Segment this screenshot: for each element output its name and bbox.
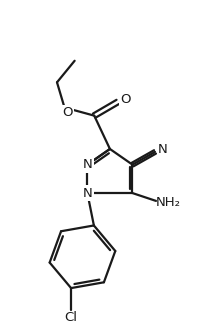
Text: O: O	[120, 93, 131, 107]
Text: N: N	[82, 158, 92, 171]
Text: O: O	[63, 106, 73, 119]
Text: Cl: Cl	[65, 311, 78, 324]
Text: NH₂: NH₂	[156, 196, 181, 209]
Text: N: N	[158, 144, 168, 156]
Text: N: N	[82, 187, 92, 200]
